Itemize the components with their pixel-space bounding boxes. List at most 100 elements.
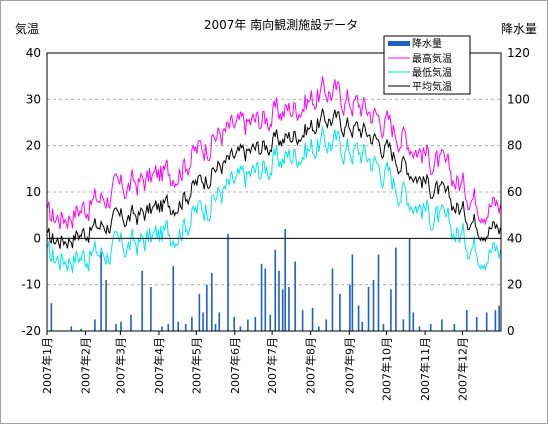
precip-bar (372, 280, 375, 331)
left-tick-label: 20 (26, 139, 41, 153)
left-tick-label: 40 (26, 46, 41, 60)
precip-bar (281, 289, 284, 331)
precip-bar (184, 324, 187, 331)
precip-bar (172, 266, 175, 331)
precip-bar (278, 270, 280, 331)
right-tick-label: 100 (507, 92, 530, 106)
x-tick-label: 2007年3月 (113, 337, 127, 394)
left-tick-label: 30 (26, 92, 41, 106)
left-tick-label: -10 (21, 278, 41, 292)
precip-bar (167, 324, 170, 331)
precip-bar (233, 317, 235, 331)
precip-bar (294, 261, 296, 331)
x-tick-label: 2007年12月 (455, 337, 469, 401)
axes (46, 52, 502, 332)
precip-bar (412, 312, 415, 331)
right-tick-label: 40 (507, 231, 522, 245)
precip-bar (115, 324, 117, 331)
x-tick-label: 2007年6月 (228, 337, 242, 394)
precip-bar (191, 317, 193, 331)
precip-bar (351, 254, 354, 331)
precip-bar (339, 293, 341, 331)
precip-bar (402, 319, 405, 331)
precip-bar (206, 284, 208, 331)
right-tick-label: 80 (507, 139, 522, 153)
precip-bar (274, 249, 277, 331)
legend-label-avg: 平均気温 (412, 80, 452, 93)
gridlines (47, 98, 501, 286)
precip-bar (408, 238, 411, 331)
precip-bar (264, 268, 267, 331)
x-tick-label: 2007年2月 (79, 337, 93, 394)
precip-bar (325, 319, 328, 331)
left-tick-label: -20 (21, 324, 41, 338)
precip-bar (465, 310, 468, 331)
precip-bar (100, 252, 102, 331)
precip-bar (390, 289, 392, 331)
right-tick-label: 120 (507, 46, 530, 60)
precip-bar (198, 293, 201, 331)
precip-bar (441, 319, 443, 331)
x-axis-ticks: 2007年1月 2007年2月 2007年3月 2007年4月 2007年5月 2007年… (40, 331, 469, 401)
avg-temp-line (47, 108, 501, 249)
legend-label-precip: 降水量 (412, 37, 442, 50)
right-tick-label: 60 (507, 185, 522, 199)
precip-bar (94, 319, 96, 331)
precip-bar (301, 310, 304, 331)
legend: 降水量 最高気温 最低気温 平均気温 (383, 35, 471, 95)
precip-bar (254, 317, 257, 331)
x-tick-label: 2007年7月 (265, 337, 279, 394)
precip-bar (311, 307, 314, 331)
precip-bar (377, 254, 380, 331)
precip-bar (227, 233, 229, 331)
precip-bar (485, 312, 488, 331)
precip-bar (284, 229, 286, 331)
precip-bar (177, 321, 180, 331)
x-tick-label: 2007年8月 (304, 337, 318, 394)
x-tick-label: 2007年9月 (342, 337, 356, 394)
precip-bar (141, 270, 143, 331)
legend-swatch-precip (388, 41, 410, 46)
precip-bar (202, 312, 204, 331)
precip-bar (70, 326, 73, 331)
precip-bar (120, 321, 122, 331)
precip-bar (498, 305, 500, 331)
precip-bar (453, 324, 456, 331)
precip-bar (349, 284, 351, 331)
min-temp-line (47, 126, 501, 273)
precip-bar (494, 310, 497, 331)
right-axis-ticks: 0 20 40 60 80 100 120 (507, 46, 530, 338)
precip-bar (80, 328, 83, 331)
precip-bar (105, 280, 107, 331)
right-tick-label: 20 (507, 278, 522, 292)
left-tick-label: 10 (26, 185, 41, 199)
precip-bar (331, 268, 334, 331)
left-axis-ticks: -20 -10 0 10 20 30 40 (21, 46, 41, 338)
precip-bar (429, 324, 432, 331)
max-temp-line (47, 76, 501, 230)
left-tick-label: 0 (33, 231, 41, 245)
x-tick-label: 2007年10月 (380, 337, 394, 401)
precip-bar (475, 317, 478, 331)
plot-border (46, 52, 502, 332)
precip-bar (161, 326, 163, 331)
precip-bar (150, 286, 152, 331)
precip-bar (247, 319, 249, 331)
x-tick-label: 2007年4月 (152, 337, 166, 394)
precip-bar (367, 286, 370, 331)
precip-bar (317, 326, 320, 331)
legend-label-min: 最低気温 (412, 66, 452, 79)
precip-bar (214, 324, 217, 331)
temperature-lines (47, 76, 501, 273)
x-tick-label: 2007年5月 (189, 337, 203, 394)
legend-box (383, 35, 471, 95)
precip-bar (382, 324, 385, 331)
precip-bar (260, 263, 263, 331)
precip-bar (288, 286, 290, 331)
x-tick-label: 2007年11月 (418, 337, 432, 401)
precipitation-bars (50, 229, 500, 331)
precip-bar (239, 326, 242, 331)
precip-bar (130, 314, 132, 331)
